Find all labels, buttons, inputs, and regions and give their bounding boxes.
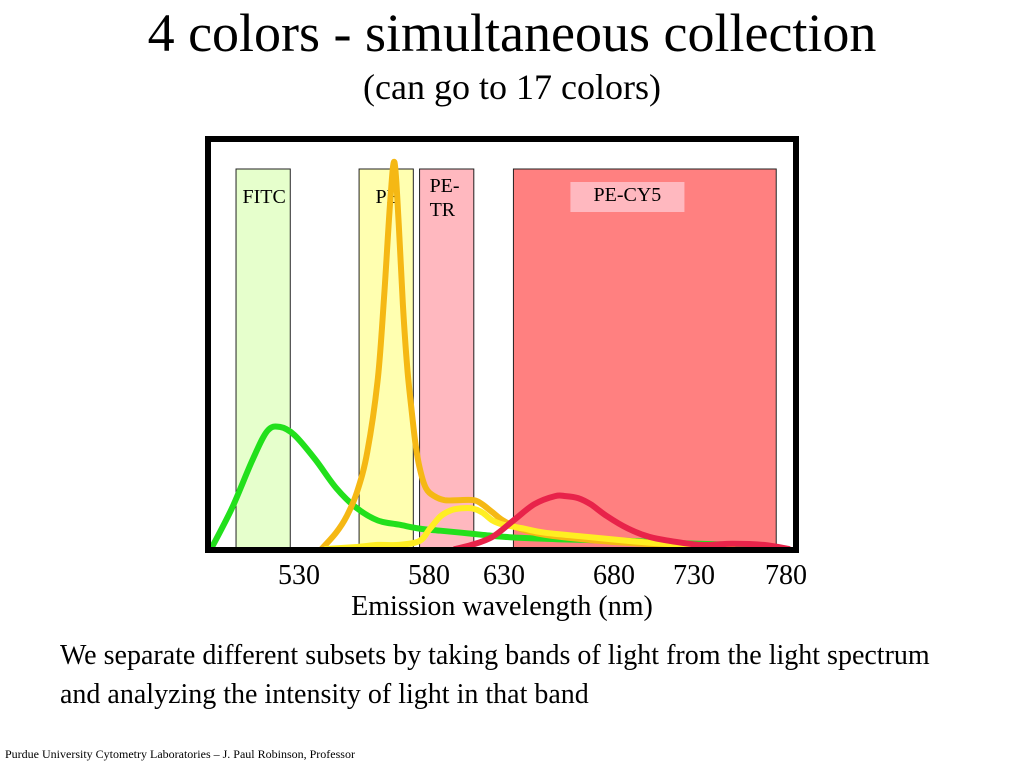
band-pe-cy5 [512, 168, 777, 550]
pe-tr-emission-curve [322, 504, 725, 552]
pe-cy5-emission-curve [452, 492, 792, 552]
band-label-bg-pe-cy5 [570, 182, 685, 212]
curves-layer [208, 158, 792, 552]
footer-credit: Purdue University Cytometry Laboratories… [5, 747, 355, 761]
x-axis-label: Emission wavelength (nm) [351, 591, 653, 622]
band-label-pe-cy5: PE-CY5 [594, 184, 662, 206]
slide-subtitle: (can go to 17 colors) [363, 67, 661, 107]
band-label-pe-tr-line-1: PE- [430, 175, 460, 197]
x-tick-label-630: 630 [483, 560, 525, 591]
band-pe-tr [419, 168, 475, 550]
x-tick-label-780: 780 [765, 560, 807, 591]
x-tick-label-530: 530 [278, 560, 320, 591]
x-tick-label-580: 580 [408, 560, 450, 591]
x-tick-label-680: 680 [593, 560, 635, 591]
band-label-fitc: FITC [242, 186, 285, 208]
caption-text: We separate different subsets by taking … [60, 640, 930, 710]
x-tick-labels: 530 580 630 680 730 780 [278, 560, 807, 591]
band-fitc [235, 168, 291, 550]
band-label-pe-tr-line-2: TR [430, 199, 456, 221]
x-tick-label-730: 730 [673, 560, 715, 591]
slide-title: 4 colors - simultaneous collection [147, 3, 877, 63]
plot-frame [205, 136, 799, 553]
